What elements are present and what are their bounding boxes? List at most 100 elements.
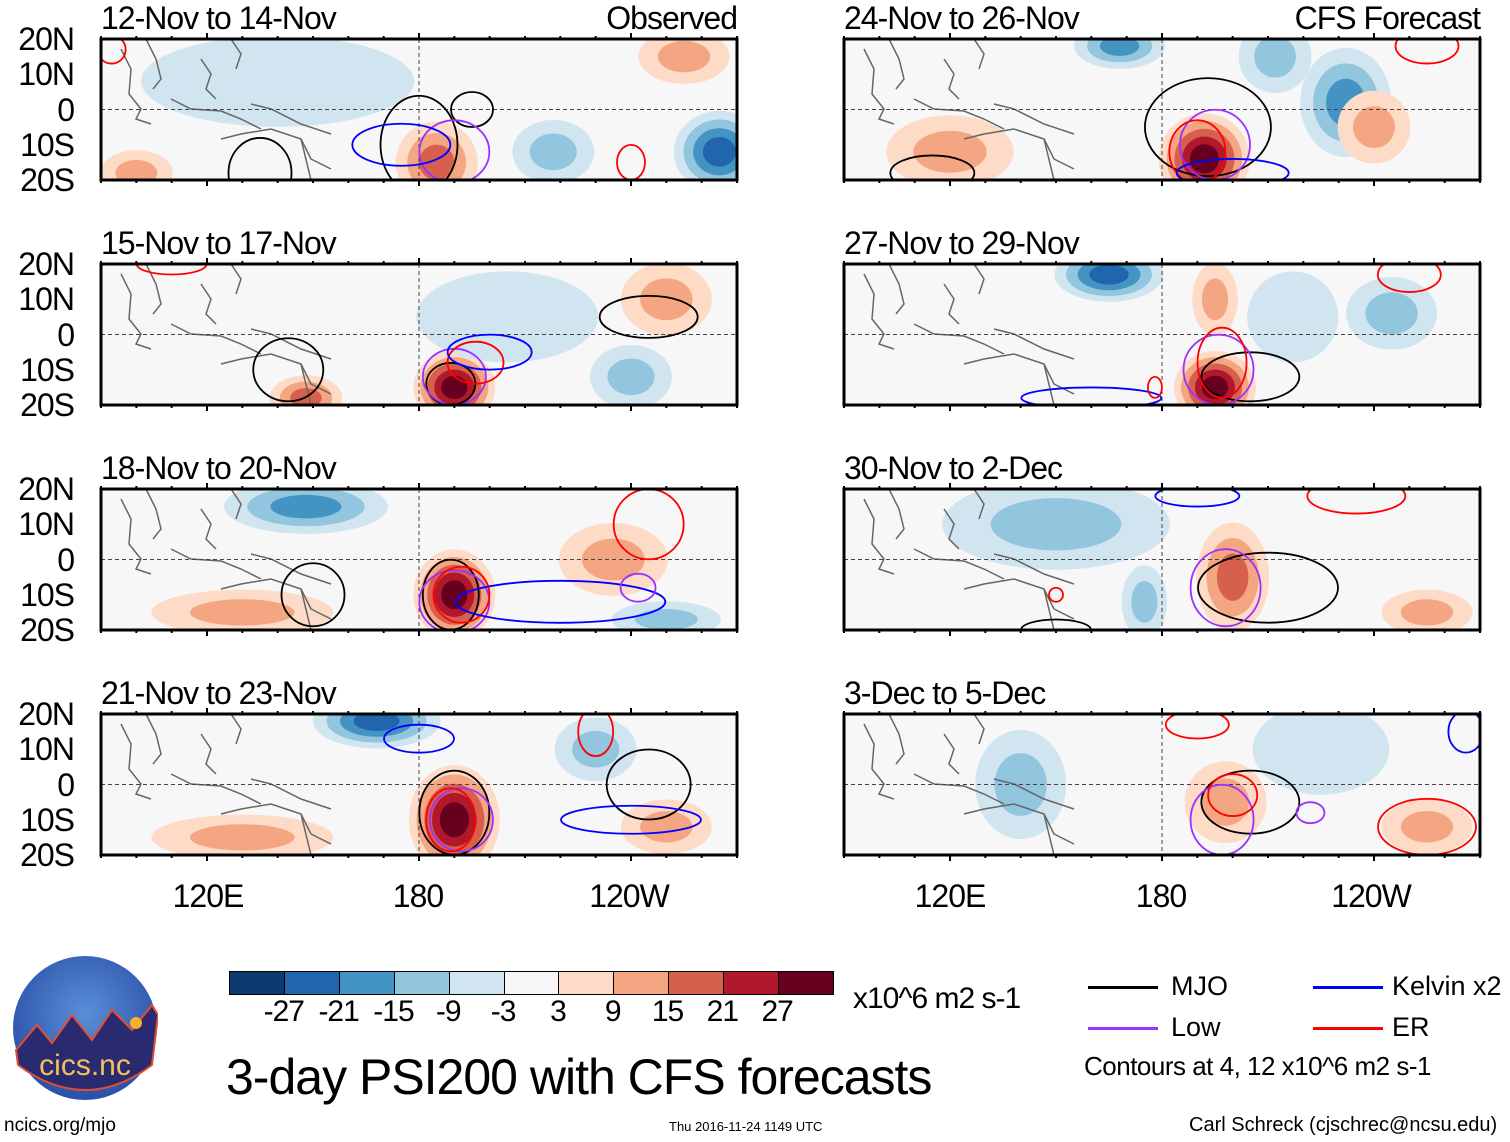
anomaly-shading [115,159,158,180]
anomaly-shading [1189,144,1219,174]
anomaly-shading [529,133,577,171]
kelvin-line-swatch [1313,986,1383,989]
anomaly-shading [634,608,698,630]
coastline [230,39,242,70]
map-panel [99,258,739,411]
coastline [250,328,332,360]
coastline [170,773,262,805]
lat-label: 10N [18,506,75,543]
coastline [120,498,152,575]
coastline [963,353,1055,405]
coastline [1043,138,1075,170]
low-line-swatch [1088,1027,1158,1030]
anomaly-shading [1089,264,1129,285]
coastline [863,48,895,125]
er-contour [1306,489,1407,515]
anomaly-shading [1353,106,1395,149]
er-contour [1147,375,1163,399]
coastline [250,553,332,585]
coastline [993,778,1075,810]
coastline [888,264,905,315]
coastline [200,58,217,100]
panel-title: 18-Nov to 20-Nov [101,450,337,486]
mjo-contour [280,562,346,628]
map-panel [842,483,1482,636]
coastline [200,733,217,775]
mjo-contour [1020,618,1092,630]
coastline [300,588,332,620]
coastline [943,58,960,100]
lat-label: 10S [20,576,75,613]
coastline [230,714,242,745]
colorbar-swatch [559,972,615,994]
lat-label: 20N [18,696,75,732]
er-contour [425,787,477,853]
lat-label: 20N [18,471,75,507]
anomaly-shading [702,136,736,167]
coastline [913,98,1005,130]
legend-mjo: MJO [1171,971,1228,1001]
anomaly-shading [607,358,655,396]
coastline [973,39,985,70]
er-contour [1207,773,1259,817]
lon-label: 180 [392,878,444,914]
lat-label: 0 [57,766,75,803]
mjo-contour [450,91,494,128]
coastline [963,803,1055,855]
panel-title: 30-Nov to 2-Dec [844,450,1063,486]
colorbar-swatch [284,972,340,994]
map-panel [842,708,1482,861]
lat-label: 10N [18,56,75,93]
mjo-line-swatch [1088,986,1158,989]
mjo-contour [598,294,699,339]
map-panel [842,258,1482,411]
er-contour [1164,714,1230,740]
coastline [300,813,332,845]
kelvin-contour [351,122,452,167]
anomaly-shading [913,130,987,173]
coastline [1043,588,1075,620]
coastline [145,39,162,90]
mjo-contour [1144,77,1272,178]
colorbar-units: x10^6 m2 s-1 [853,982,1021,1015]
coastline [888,714,905,765]
figure-title: 3-day PSI200 with CFS forecasts [226,1049,932,1105]
colorbar-swatch [724,972,780,994]
colorbar-label: -21 [318,995,359,1028]
panel-title: 15-Nov to 17-Nov [101,225,337,261]
anomaly-shading [1201,278,1229,321]
lat-label: 10N [18,731,75,768]
er-contour [577,714,615,758]
anomaly-shading [416,271,599,363]
map-panel [99,33,739,186]
colorbar-label: 27 [761,995,793,1028]
kelvin-contour [454,579,667,624]
footer-author: Carl Schreck (cjschrec@ncsu.edu) [1189,1114,1498,1136]
coastline [888,39,905,90]
colorbar [229,971,834,995]
panel-source-tag: CFS Forecast [1294,0,1481,36]
coastline [200,283,217,325]
coastline [973,264,985,295]
coastline [863,723,895,800]
coastline [145,714,162,765]
panel-title: 12-Nov to 14-Nov [101,0,337,36]
coastline [230,489,242,520]
lat-label: 0 [57,541,75,578]
legend-kelvin: Kelvin x2 [1392,971,1502,1001]
colorbar-label: -15 [373,995,414,1028]
coastline [170,323,262,355]
coastline [220,128,312,180]
low-contour [418,119,491,180]
coastline [230,264,242,295]
contour-note: Contours at 4, 12 x10^6 m2 s-1 [1084,1051,1431,1081]
lat-label: 20N [18,246,75,282]
colorbar-swatch [394,972,450,994]
footer-url[interactable]: ncics.org/mjo [4,1115,116,1136]
panel-title: 27-Nov to 29-Nov [844,225,1080,261]
anomaly-shading [1400,811,1454,843]
low-contour [619,572,657,603]
er-contour [1168,119,1227,180]
mjo-contour [227,137,293,180]
anomaly-shading [1247,271,1339,363]
